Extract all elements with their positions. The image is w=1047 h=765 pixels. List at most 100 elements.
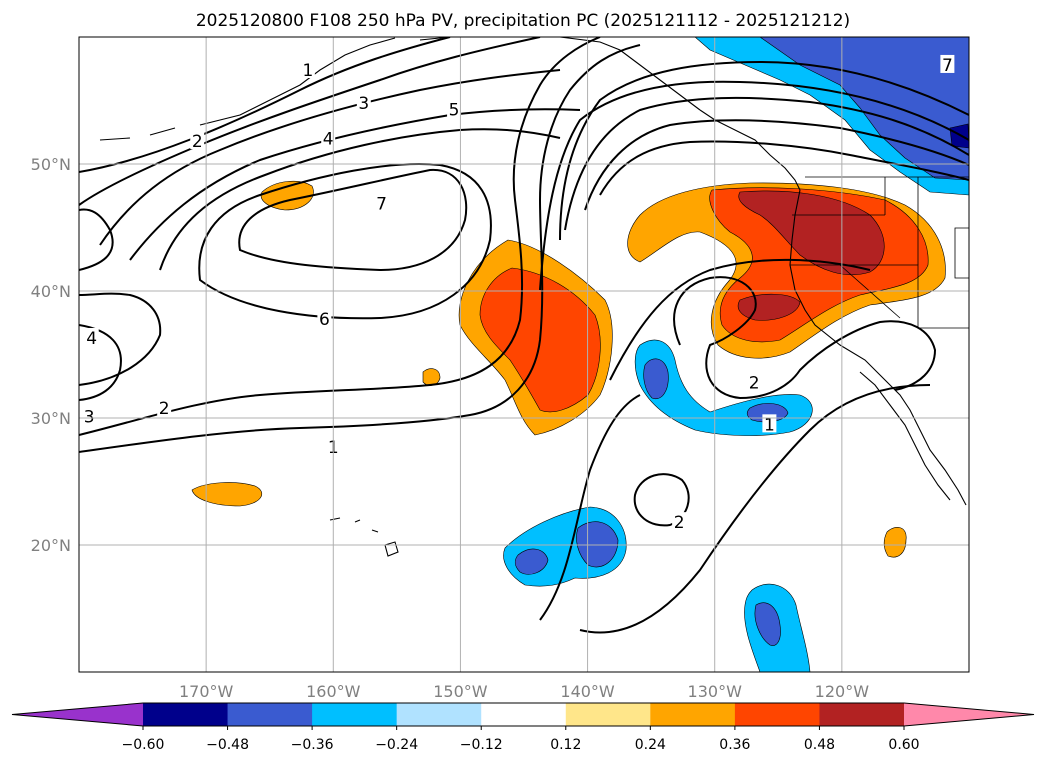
lat-tick-label: 40°N: [31, 282, 71, 301]
precip-positive-small-south: [191, 482, 263, 507]
precip-negative-mid-core: [643, 358, 669, 400]
border-idaho: [884, 177, 919, 265]
contour-label: 4: [323, 130, 334, 150]
precip-fields: [191, 37, 969, 672]
precip-negative-northeast-max: [949, 123, 969, 149]
colorbar-tick-label: 0.12: [550, 737, 581, 753]
colorbar-segment: [481, 703, 567, 726]
contour-label-bg: [321, 128, 336, 147]
pv-contour-jet-2: [539, 80, 969, 291]
contour-label: 3: [358, 94, 369, 114]
colorbar-segment: [819, 703, 905, 726]
contour-label: 1: [764, 415, 775, 435]
longitude-labels: 170°W 160°W 150°W 140°W 130°W 120°W: [179, 682, 869, 701]
contour-label-bg: [940, 54, 955, 73]
lat-tick-label: 20°N: [31, 536, 71, 555]
gridlines: [79, 37, 969, 672]
lon-tick-label: 120°W: [815, 682, 870, 701]
colorbar-extend-max: [904, 703, 1034, 726]
precip-negative-northeast-core: [759, 37, 969, 181]
pv-contour-jet-1: [559, 60, 969, 241]
border-or-ca: [790, 264, 969, 329]
pv-contour-2-east: [673, 276, 937, 400]
pv-contour-1-north: [79, 37, 451, 173]
figure-title: 2025120800 F108 250 hPa PV, precipitatio…: [196, 11, 850, 31]
lon-tick-label: 130°W: [688, 682, 743, 701]
colorbar-tick-label: −0.60: [122, 737, 165, 753]
pv-contour-2-small-loop: [633, 473, 690, 527]
lon-tick-label: 150°W: [433, 682, 488, 701]
pv-contour-west-4: [79, 324, 122, 401]
colorbar-extend-min: [12, 703, 143, 726]
pv-contour-1-south: [79, 44, 641, 453]
colorbar-segment: [650, 703, 736, 726]
colorbar-segment: [143, 703, 229, 726]
coast-baja: [859, 371, 951, 501]
colorbar-tick-label: 0.24: [635, 737, 666, 753]
pv-contour-jet-4: [584, 119, 969, 211]
colorbar-tick-label: 0.48: [804, 737, 835, 753]
contour-label-bg: [300, 60, 315, 79]
contour-label: 7: [942, 56, 953, 76]
pv-contour-4-north: [129, 108, 581, 261]
contour-label: 1: [302, 61, 313, 81]
contour-label: 4: [86, 329, 97, 349]
contour-label-bg: [762, 414, 777, 433]
colorbar: −0.60 −0.48 −0.36 −0.24 −0.12 0.12 0.24 0.36 0.4…: [11, 702, 1035, 753]
precip-negative-south-core: [514, 548, 549, 575]
colorbar-segment: [565, 703, 651, 726]
pv-contour-2-southeast: [539, 394, 641, 621]
contour-label-bg: [84, 327, 99, 346]
coast-bc: [699, 109, 801, 191]
lat-tick-label: 30°N: [31, 409, 71, 428]
pv-contour-jet-3: [564, 96, 969, 231]
colorbar-tick-label: −0.48: [206, 737, 249, 753]
colorbar-segment: [396, 703, 482, 726]
lon-tick-label: 160°W: [306, 682, 361, 701]
precip-positive-small-north: [260, 180, 314, 211]
colorbar-segment: [312, 703, 398, 726]
contour-label: 2: [749, 373, 760, 393]
lat-tick-label: 50°N: [31, 155, 71, 174]
contour-label: 6: [319, 310, 330, 330]
colorbar-tick-label: 0.36: [719, 737, 750, 753]
lon-tick-label: 140°W: [560, 682, 615, 701]
colorbar-tick-label: −0.24: [375, 737, 418, 753]
precip-negative-south-core2: [576, 521, 619, 568]
contour-label: 2: [674, 513, 685, 533]
pv-contour-trough: [609, 258, 871, 381]
contour-label: 2: [159, 399, 170, 419]
pv-contour-6-loop: [198, 163, 492, 320]
colorbar-segment: [227, 703, 313, 726]
contour-label: 7: [376, 194, 387, 214]
contour-label: 2: [192, 132, 203, 152]
map-frame: [78, 36, 970, 673]
precip-negative-southeast-core: [754, 602, 781, 646]
border-other: [954, 227, 969, 279]
pv-contour-3-north: [99, 69, 561, 246]
contour-label-bg: [672, 512, 687, 531]
contour-label-bg: [317, 308, 332, 327]
contour-label-bg: [356, 93, 371, 112]
contour-label-bg: [190, 131, 205, 150]
contour-label-bg: [374, 193, 389, 212]
pv-contour-2-south: [79, 37, 601, 436]
pv-contours: [79, 37, 969, 634]
precip-positive-small-mid: [422, 368, 441, 386]
precip-positive-small-east: [883, 527, 907, 558]
pv-contour-7-loop: [238, 168, 468, 272]
colorbar-tick-label: −0.12: [460, 737, 503, 753]
coast-hawaii: [329, 517, 399, 557]
pv-contour-jet-5: [599, 140, 969, 196]
pv-contour-5-north: [159, 128, 561, 271]
pv-contour-west-loop: [79, 208, 114, 271]
contour-label-bg: [447, 99, 462, 118]
latitude-labels: 50°N 40°N 30°N 20°N: [31, 155, 71, 555]
contour-label-bg: [157, 397, 172, 416]
coast-us-west: [789, 189, 967, 506]
contour-label-bg: [82, 406, 97, 425]
lon-tick-label: 170°W: [179, 682, 234, 701]
